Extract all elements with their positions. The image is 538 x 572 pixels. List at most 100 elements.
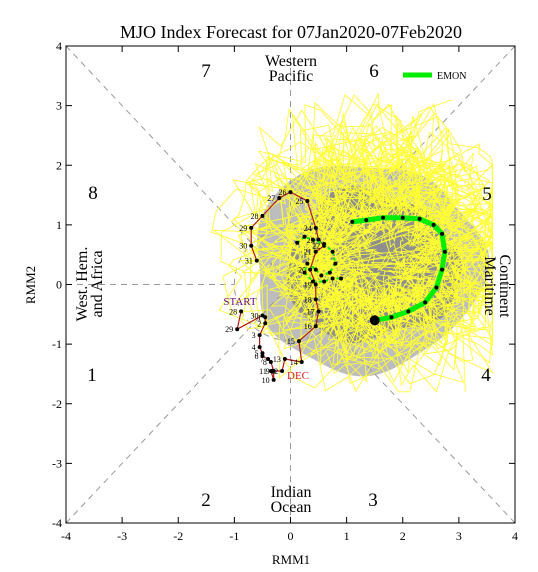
- observed-day-label: 27: [267, 194, 275, 203]
- region-top-line2: Pacific: [269, 68, 313, 85]
- phase-label-1: 1: [87, 365, 97, 386]
- ensemble-members: [211, 92, 494, 393]
- observed-day-label: 20: [298, 266, 306, 275]
- phase-label-7: 7: [201, 61, 211, 82]
- region-right-line2: Continent: [496, 254, 513, 318]
- observed-point: [268, 368, 273, 373]
- x-tick-label: 0: [288, 529, 294, 543]
- y-tick-label: -2: [52, 397, 62, 411]
- x-tick-label: 1: [344, 529, 350, 543]
- ensemble-member-line: [298, 171, 488, 353]
- observed-day-label: 21: [304, 248, 312, 257]
- region-bottom-line1: Indian: [271, 484, 312, 501]
- mean-start-point: [310, 279, 315, 284]
- mean-start-point: [313, 267, 318, 272]
- x-axis-label: RMM1: [272, 552, 310, 567]
- mean-start-point: [295, 240, 300, 245]
- x-tick-label: -4: [61, 529, 71, 543]
- ensemble-member-line: [311, 174, 469, 310]
- mean-start-point: [330, 249, 335, 254]
- observed-day-label: 7: [260, 355, 264, 364]
- observed-point: [299, 360, 304, 365]
- ensemble-member-line: [232, 101, 492, 367]
- observed-day-label: 2: [257, 319, 261, 328]
- start-label: START: [223, 296, 257, 308]
- region-left-line2: and Africa: [89, 250, 106, 317]
- observed-point: [288, 190, 293, 195]
- observed-day-label: 24: [304, 224, 312, 233]
- ensemble-mean-point: [406, 309, 411, 314]
- observed-point: [257, 333, 262, 338]
- mean-start-point: [305, 261, 310, 266]
- observed-point: [235, 327, 240, 332]
- observed-point: [271, 368, 276, 373]
- ensemble-mean-track: [295, 215, 448, 326]
- ensemble-mean-point: [364, 218, 369, 223]
- observed-point: [260, 354, 265, 359]
- ensemble-member-line: [320, 204, 449, 319]
- observed-point: [271, 377, 276, 382]
- observed-day-label: 19: [304, 281, 312, 290]
- phase-label-8: 8: [88, 183, 98, 204]
- observed-point: [249, 243, 254, 248]
- observed-day-label: 23: [307, 236, 315, 245]
- y-tick-label: 0: [56, 278, 62, 292]
- observed-day-label: 15: [287, 337, 295, 346]
- y-tick-label: -3: [52, 456, 62, 470]
- ensemble-mean-point: [400, 215, 405, 220]
- observed-point: [313, 225, 318, 230]
- observed-day-label: 30: [239, 242, 247, 251]
- observed-point: [277, 196, 282, 201]
- x-tick-label: -2: [173, 529, 183, 543]
- ensemble-mean-point: [440, 267, 445, 272]
- ensemble-mean-start-marker: [369, 315, 380, 326]
- ensemble-mean-line: [351, 215, 448, 323]
- observed-day-label: 11: [259, 367, 267, 376]
- y-tick-label: 2: [56, 158, 62, 172]
- region-left-line1: West. Hem.: [74, 247, 91, 322]
- chart-title: MJO Index Forecast for 07Jan2020-07Feb20…: [120, 22, 462, 42]
- observed-point: [313, 297, 318, 302]
- observed-day-label: 28: [250, 212, 258, 221]
- x-tick-label: -3: [117, 529, 127, 543]
- ensemble-mean-point: [417, 216, 422, 221]
- observed-day-label: 29: [239, 224, 247, 233]
- observed-day-label: 1: [257, 313, 261, 322]
- phase-label-2: 2: [201, 490, 211, 511]
- mean-start-point: [310, 237, 315, 242]
- region-bottom-line2: Ocean: [271, 499, 312, 516]
- observed-day-label: 14: [290, 358, 298, 367]
- observed-point: [257, 345, 262, 350]
- y-tick-label: -4: [52, 516, 62, 530]
- observed-point: [296, 339, 301, 344]
- x-tick-label: -1: [229, 529, 239, 543]
- mean-start-point: [330, 276, 335, 281]
- observed-day-label: 18: [304, 295, 312, 304]
- observed-day-label: 4: [252, 343, 256, 352]
- ensemble-member-line: [211, 92, 456, 363]
- y-tick-label: 3: [56, 99, 62, 113]
- ensemble-member-line: [314, 185, 475, 309]
- region-right-line1: Maritime: [481, 256, 498, 316]
- observed-day-label: 12: [270, 367, 278, 376]
- month-label: DEC: [287, 370, 309, 382]
- observed-point: [263, 315, 268, 320]
- legend-label: EMON: [437, 71, 466, 82]
- phase-label-6: 6: [369, 61, 379, 82]
- phase-label-3: 3: [368, 490, 378, 511]
- phase-label-5: 5: [482, 184, 492, 205]
- observed-day-label: 8: [263, 358, 267, 367]
- observed-day-label: 25: [295, 197, 303, 206]
- ensemble-mean-point: [431, 222, 436, 227]
- ensemble-member-line: [230, 102, 493, 355]
- ensemble-mean-point: [440, 231, 445, 236]
- observed-point: [249, 225, 254, 230]
- observed-point: [268, 360, 273, 365]
- observed-day-label: 9: [266, 367, 270, 376]
- observed-day-label: 29: [225, 325, 233, 334]
- ensemble-mean-point: [434, 285, 439, 290]
- observed-point: [316, 309, 321, 314]
- observed-point: [280, 368, 285, 373]
- ensemble-mean-point: [442, 249, 447, 254]
